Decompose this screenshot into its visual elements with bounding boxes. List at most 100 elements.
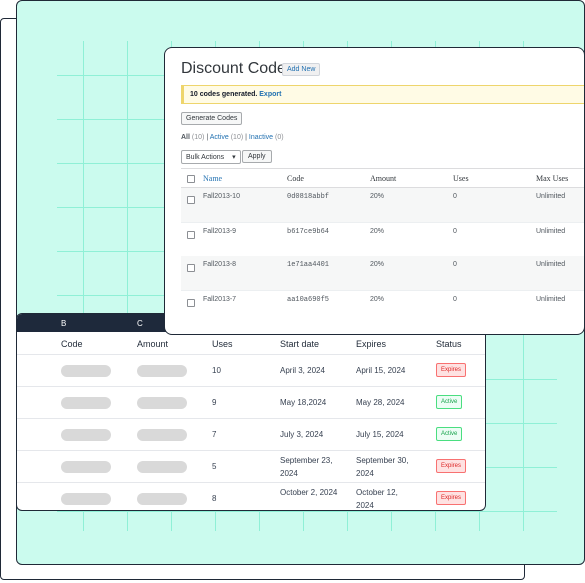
start-date-value: May 18,2024 bbox=[280, 398, 327, 407]
table-row[interactable]: 9 May 18,2024 May 28, 2024 Active bbox=[17, 387, 485, 419]
column-header-max-uses: Max Uses bbox=[536, 174, 569, 183]
filter-all[interactable]: All bbox=[181, 134, 190, 141]
table-row[interactable]: Fall2013-10 0d0818abbf 20% 0 Unlimited bbox=[181, 188, 584, 222]
column-header-status[interactable]: Status bbox=[436, 339, 462, 349]
column-header-expires[interactable]: Expires bbox=[356, 339, 387, 349]
column-header-code[interactable]: Code bbox=[61, 339, 83, 349]
table-row[interactable]: 8 October 2, 2024 October 12, 2024 Expir… bbox=[17, 483, 485, 510]
column-header-start-date[interactable]: Start date bbox=[280, 339, 320, 349]
column-header-amount[interactable]: Amount bbox=[137, 339, 169, 349]
status-badge: Expires bbox=[436, 491, 467, 505]
row-checkbox[interactable] bbox=[187, 264, 195, 272]
codes-table-card: B C Code Amount Uses Start date Expires … bbox=[16, 313, 486, 511]
uses-value: 7 bbox=[212, 430, 217, 439]
expires-value: July 15, 2024 bbox=[356, 430, 404, 439]
filter-separator: | bbox=[245, 134, 247, 141]
grid-line bbox=[57, 511, 557, 512]
uses-value: 0 bbox=[453, 261, 457, 268]
grid-line bbox=[83, 41, 84, 531]
amount-value: 20% bbox=[370, 261, 385, 268]
uses-value: 9 bbox=[212, 398, 217, 407]
uses-value: 8 bbox=[212, 494, 217, 503]
uses-value: 0 bbox=[453, 193, 457, 200]
filter-inactive[interactable]: Inactive bbox=[248, 134, 274, 141]
amount-placeholder bbox=[137, 429, 187, 441]
max-uses-value: Unlimited bbox=[536, 296, 566, 303]
column-header-name[interactable]: Name bbox=[203, 174, 223, 183]
table-row[interactable]: 5 September 23, 2024 September 30, 2024 … bbox=[17, 451, 485, 483]
page-title: Discount Codes bbox=[181, 60, 294, 77]
max-uses-value: Unlimited bbox=[536, 261, 566, 268]
code-value: aa10a690f5 bbox=[287, 296, 330, 304]
discount-codes-window: Discount Codes Add New 10 codes generate… bbox=[164, 47, 585, 335]
start-date-value: April 3, 2024 bbox=[280, 366, 325, 375]
code-name[interactable]: Fall2013-10 bbox=[203, 193, 240, 200]
filter-inactive-count: (0) bbox=[274, 134, 284, 141]
column-header-amount: Amount bbox=[370, 174, 397, 183]
status-badge: Expires bbox=[436, 363, 467, 377]
status-badge: Active bbox=[436, 427, 463, 441]
start-date-value: October 2, 2024 bbox=[280, 488, 338, 497]
amount-placeholder bbox=[137, 397, 187, 409]
code-placeholder bbox=[61, 461, 111, 473]
table-row[interactable]: 7 July 3, 2024 July 15, 2024 Active bbox=[17, 419, 485, 451]
status-badge: Active bbox=[436, 395, 463, 409]
code-placeholder bbox=[61, 365, 111, 377]
select-all-checkbox[interactable] bbox=[187, 175, 195, 183]
amount-value: 20% bbox=[370, 193, 385, 200]
expires-value: October 12, 2024 bbox=[356, 488, 398, 510]
bulk-actions-label: Bulk Actions bbox=[186, 154, 225, 161]
export-link[interactable]: Export bbox=[259, 91, 282, 98]
table-row[interactable]: Fall2013-9 b617ce9b64 20% 0 Unlimited bbox=[181, 222, 584, 256]
add-new-button[interactable]: Add New bbox=[282, 63, 321, 76]
success-notice: 10 codes generated. Export bbox=[181, 85, 584, 104]
column-letter-c: C bbox=[137, 319, 143, 328]
code-name[interactable]: Fall2013-7 bbox=[203, 296, 237, 303]
uses-value: 0 bbox=[453, 228, 457, 235]
generate-codes-button[interactable]: Generate Codes bbox=[181, 112, 243, 125]
table-row[interactable]: Fall2013-8 1e71aa4401 20% 0 Unlimited bbox=[181, 256, 584, 290]
status-filters: All (10) | Active (10) | Inactive (0) bbox=[181, 134, 284, 141]
uses-value: 0 bbox=[453, 296, 457, 303]
row-checkbox[interactable] bbox=[187, 196, 195, 204]
grid-line bbox=[127, 41, 128, 531]
codes-table-header: Name Code Amount Uses Max Uses bbox=[181, 168, 584, 188]
start-date-value: September 23, 2024 bbox=[280, 456, 333, 478]
filter-separator: | bbox=[206, 134, 209, 141]
code-placeholder bbox=[61, 493, 111, 505]
amount-value: 20% bbox=[370, 296, 385, 303]
amount-placeholder bbox=[137, 493, 187, 505]
code-value: b617ce9b64 bbox=[287, 228, 330, 236]
filter-active[interactable]: Active bbox=[209, 134, 229, 141]
table-row[interactable]: 10 April 3, 2024 April 15, 2024 Expires bbox=[17, 355, 485, 387]
filter-all-count: (10) bbox=[191, 134, 205, 141]
code-name[interactable]: Fall2013-9 bbox=[203, 228, 237, 235]
column-header-uses[interactable]: Uses bbox=[212, 339, 233, 349]
column-header-code: Code bbox=[287, 174, 304, 183]
code-placeholder bbox=[61, 429, 111, 441]
code-name[interactable]: Fall2013-8 bbox=[203, 261, 237, 268]
chevron-down-icon: ▾ bbox=[232, 154, 236, 161]
apply-button[interactable]: Apply bbox=[242, 150, 272, 163]
notice-message: 10 codes generated. Export bbox=[190, 91, 281, 98]
expires-value: September 30, 2024 bbox=[356, 456, 409, 478]
row-checkbox[interactable] bbox=[187, 299, 195, 307]
code-placeholder bbox=[61, 397, 111, 409]
row-checkbox[interactable] bbox=[187, 231, 195, 239]
start-date-value: July 3, 2024 bbox=[280, 430, 324, 439]
expires-value: April 15, 2024 bbox=[356, 366, 406, 375]
expires-value: May 28, 2024 bbox=[356, 398, 405, 407]
code-value: 1e71aa4401 bbox=[287, 261, 330, 269]
column-letter-b: B bbox=[61, 319, 67, 328]
status-badge: Expires bbox=[436, 459, 467, 473]
notice-text: 10 codes generated. bbox=[190, 91, 258, 98]
amount-placeholder bbox=[137, 461, 187, 473]
max-uses-value: Unlimited bbox=[536, 193, 566, 200]
bulk-actions-select[interactable]: Bulk Actions ▾ bbox=[181, 150, 241, 164]
amount-placeholder bbox=[137, 365, 187, 377]
max-uses-value: Unlimited bbox=[536, 228, 566, 235]
code-value: 0d0818abbf bbox=[287, 193, 330, 201]
table-row[interactable]: Fall2013-7 aa10a690f5 20% 0 Unlimited bbox=[181, 290, 584, 324]
column-header-uses: Uses bbox=[453, 174, 469, 183]
table-header-row: Code Amount Uses Start date Expires Stat… bbox=[17, 332, 485, 355]
